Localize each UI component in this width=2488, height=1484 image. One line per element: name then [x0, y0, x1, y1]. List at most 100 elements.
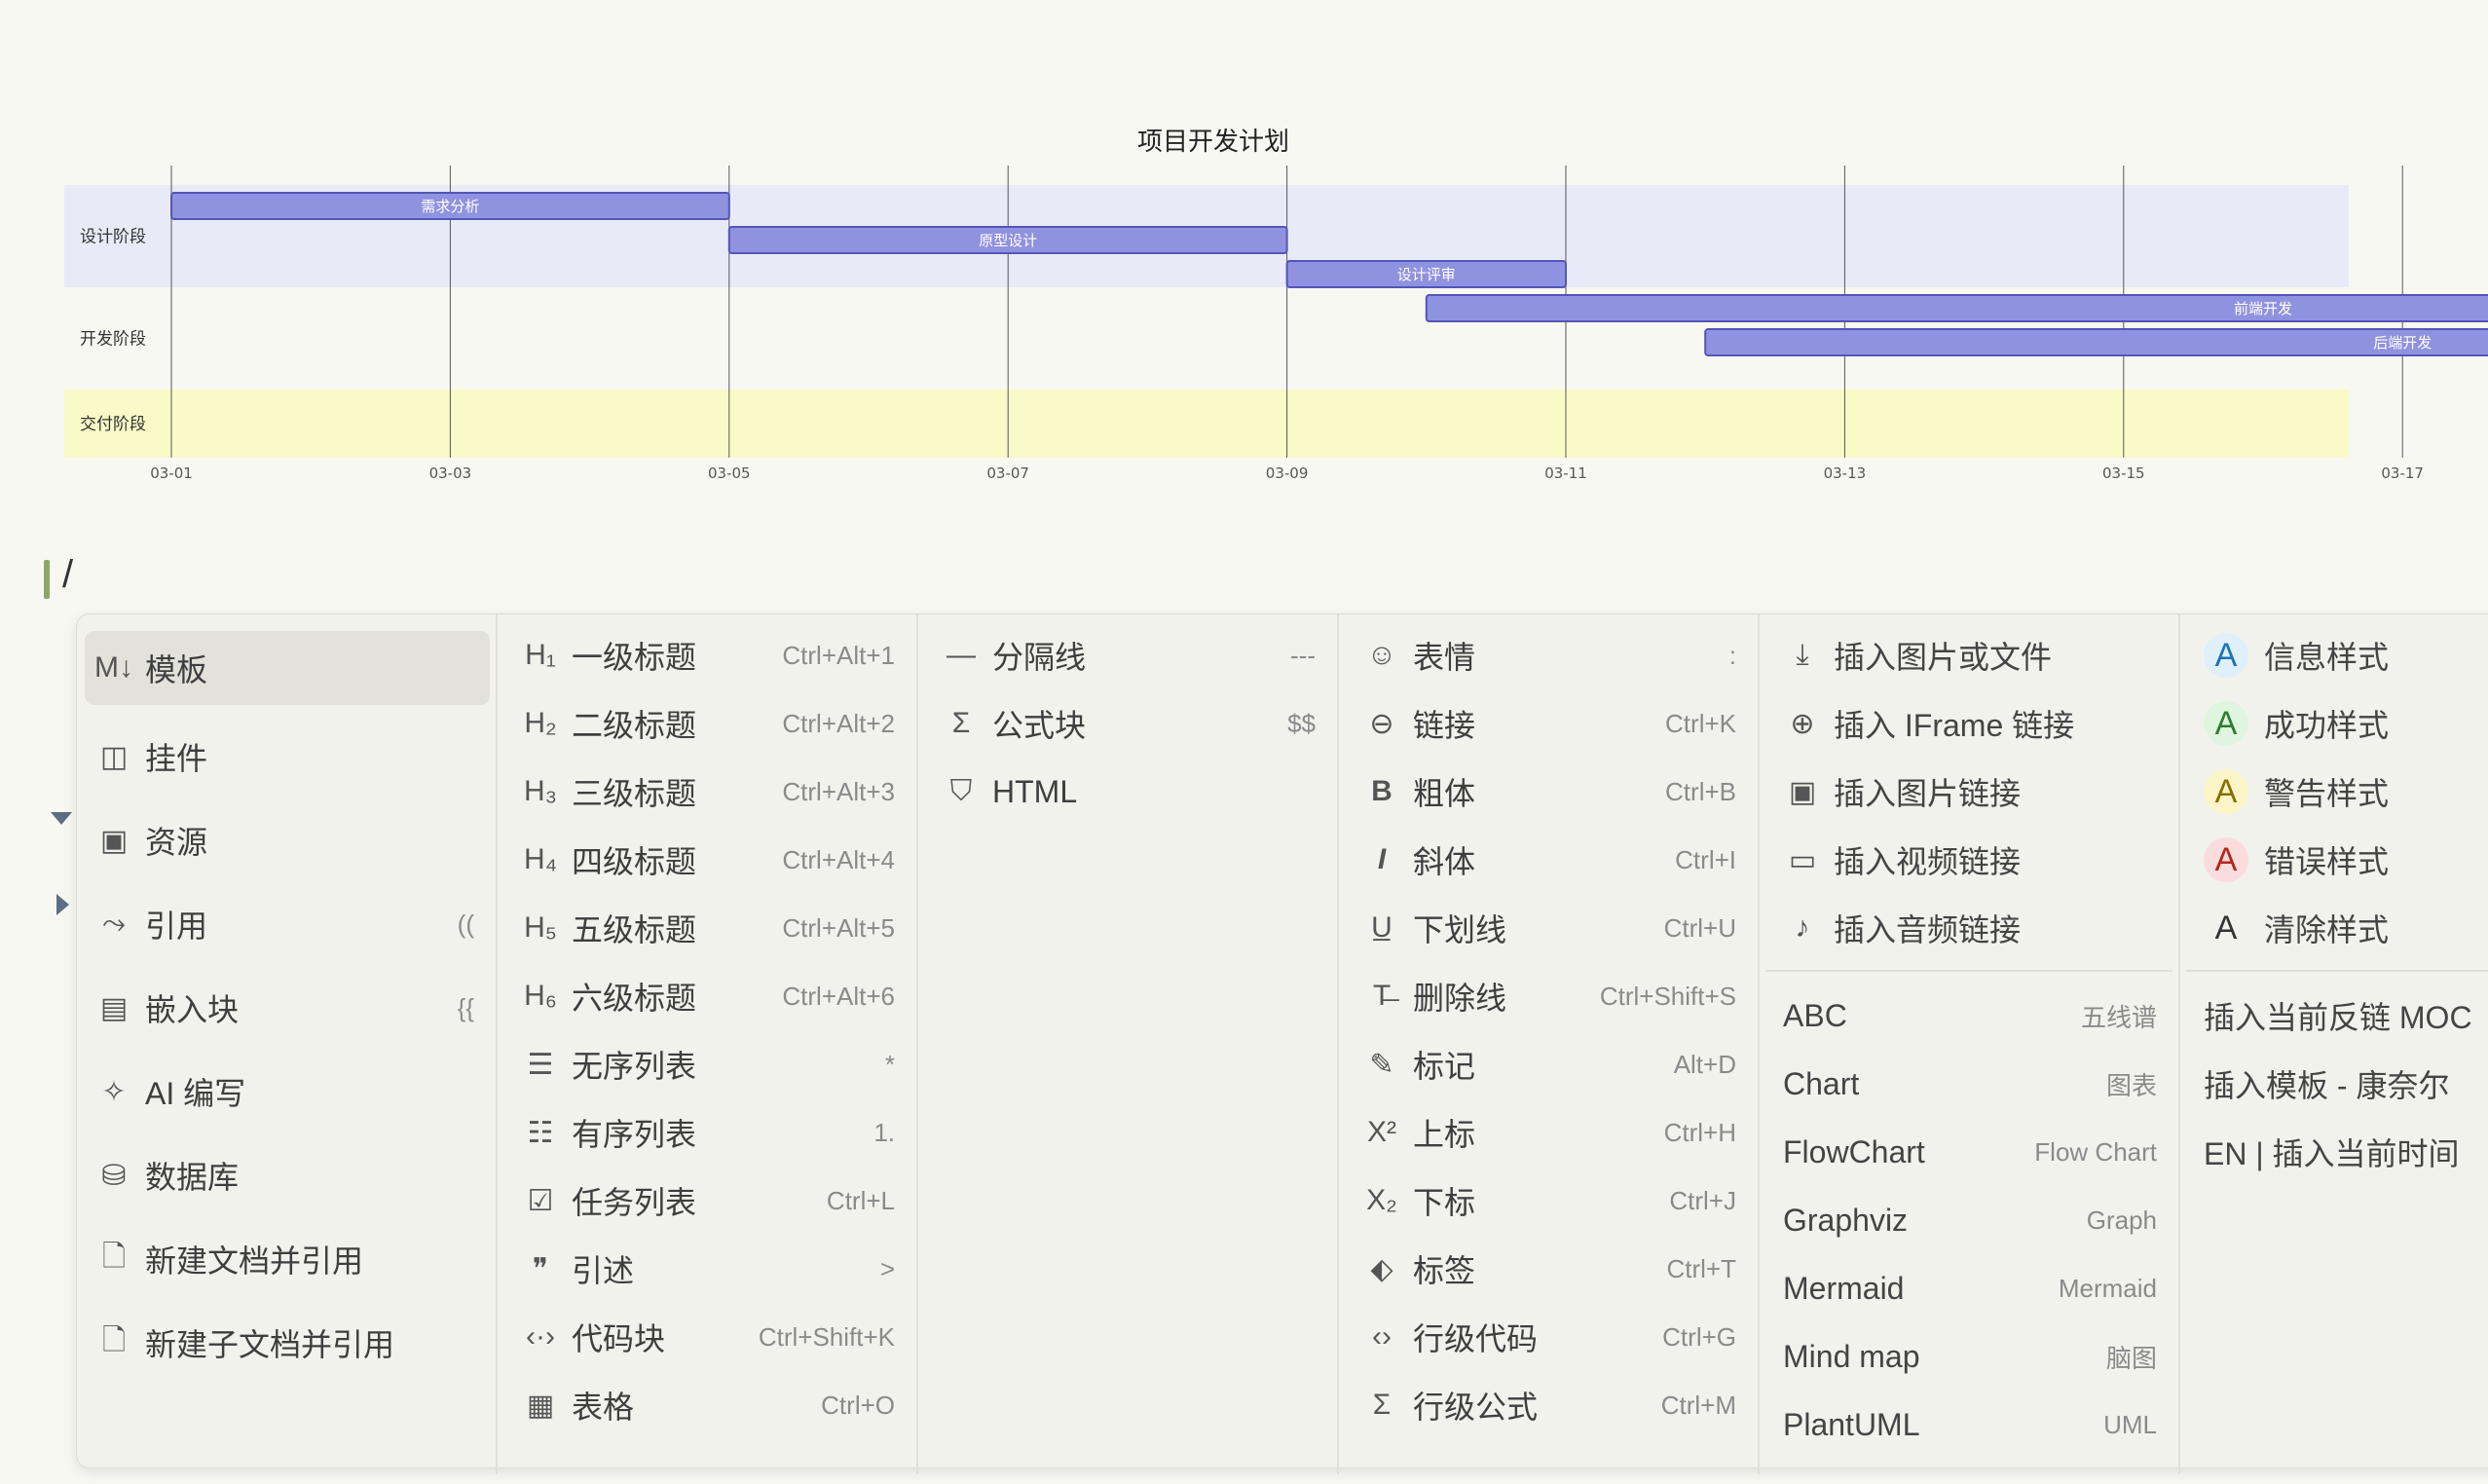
menu-item-error-style[interactable]: A 错误样式 [2180, 826, 2488, 894]
menu-item-label: 四级标题 [572, 844, 697, 879]
menu-item-diagram-1[interactable]: Chart 图表 [1760, 1050, 2178, 1118]
menu-item-label: 代码块 [572, 1321, 666, 1356]
menu-item-diagram-3[interactable]: Graphviz Graph [1760, 1186, 2178, 1254]
menu-item-subscript[interactable]: X₂ 下标 Ctrl+J [1339, 1167, 1758, 1235]
menu-item-table[interactable]: ▦ 表格 Ctrl+O [498, 1371, 916, 1439]
menu-item-bullet-list[interactable]: ☰ 无序列表 * [498, 1030, 916, 1098]
menu-item-html5[interactable]: ⛉ HTML [918, 758, 1337, 826]
menu-item-underline[interactable]: U̲ 下划线 Ctrl+U [1339, 894, 1758, 962]
menu-item-code[interactable]: ‹·› 代码块 Ctrl+Shift+K [498, 1303, 916, 1371]
menu-item-template-2[interactable]: EN | 插入当前时间 [2180, 1118, 2488, 1186]
h1-icon: H₁ [525, 639, 556, 671]
menu-item-label: 插入图片链接 [1834, 776, 2022, 811]
menu-item-emoji[interactable]: ☺ 表情: [1339, 621, 1758, 689]
menu-item-image[interactable]: ▣ 插入图片链接 [1760, 758, 2178, 826]
menu-item-inline-code[interactable]: ‹› 行级代码 Ctrl+G [1339, 1303, 1758, 1371]
menu-item-file[interactable]: 🗋 新建文档并引用 [77, 1217, 496, 1301]
menu-item-download[interactable]: ⤓ 插入图片或文件 [1760, 621, 2178, 689]
quote-icon: ❞ [532, 1252, 549, 1285]
menu-item-quote[interactable]: ❞ 引述 > [498, 1235, 916, 1303]
menu-item-label: 删除线 [1413, 981, 1507, 1016]
menu-item-h5[interactable]: H₅ 五级标题 Ctrl+Alt+5 [498, 894, 916, 962]
download-icon: ⤓ [1796, 639, 1809, 671]
menu-item-shortcut: Ctrl+O [821, 1390, 895, 1420]
menu-item-success-style[interactable]: A 成功样式 [2180, 689, 2488, 758]
gantt-task-label: 后端开发 [2373, 334, 2432, 352]
menu-item-h6[interactable]: H₆ 六级标题 Ctrl+Alt+6 [498, 962, 916, 1030]
menu-item-checkbox[interactable]: ☑ 任务列表 Ctrl+L [498, 1167, 916, 1235]
menu-item-info-style[interactable]: A 信息样式 [2180, 621, 2488, 689]
menu-item-label: 插入当前反链 MOC [2204, 1000, 2472, 1035]
mic-icon: ♪ [1795, 911, 1810, 944]
menu-item-sigma[interactable]: Σ 公式块 $$ [918, 689, 1337, 758]
menu-item-label: 分隔线 [992, 640, 1087, 675]
menu-item-link[interactable]: ⊖ 链接 Ctrl+K [1339, 689, 1758, 758]
menu-item-database[interactable]: ⛁ 数据库 [77, 1133, 496, 1217]
menu-item-diagram-4[interactable]: Mermaid Mermaid [1760, 1254, 2178, 1322]
collapse-arrow-icon[interactable] [51, 812, 72, 825]
menu-item-diagram-0[interactable]: ABC 五线谱 [1760, 982, 2178, 1050]
menu-item-superscript[interactable]: X² 上标 Ctrl+H [1339, 1098, 1758, 1167]
gantt-task-label: 前端开发 [2234, 300, 2292, 317]
h4-icon: H₄ [524, 843, 557, 875]
menu-item-diagram-2[interactable]: FlowChart Flow Chart [1760, 1118, 2178, 1186]
menu-item-label: 下划线 [1413, 912, 1507, 947]
gantt-task-bar [170, 192, 730, 220]
menu-item-label: 链接 [1413, 708, 1476, 743]
menu-item-bold[interactable]: B 粗体 Ctrl+B [1339, 758, 1758, 826]
menu-item-h3[interactable]: H₃ 三级标题 Ctrl+Alt+3 [498, 758, 916, 826]
menu-item-diagram-6[interactable]: PlantUML UML [1760, 1391, 2178, 1459]
gantt-task-label: 需求分析 [421, 198, 479, 215]
menu-item-diagram-5[interactable]: Mind map 脑图 [1760, 1322, 2178, 1391]
menu-item-file[interactable]: 🗋 新建子文档并引用 [77, 1301, 496, 1385]
menu-item-shortcut: 图表 [2105, 1070, 2157, 1100]
gantt-task-label: 原型设计 [979, 232, 1037, 249]
menu-item-h1[interactable]: H₁ 一级标题 Ctrl+Alt+1 [498, 621, 916, 689]
menu-divider [1765, 970, 2172, 972]
expand-arrow-icon[interactable] [56, 894, 69, 915]
clear-style-icon: A [2204, 906, 2248, 950]
menu-item-ref[interactable]: ⤳ 引用 (( [77, 882, 496, 966]
menu-item-sigma[interactable]: Σ 行级公式 Ctrl+M [1339, 1371, 1758, 1439]
menu-item-image[interactable]: ▣ 资源 [77, 798, 496, 882]
menu-item-strike[interactable]: T̶ 删除线 Ctrl+Shift+S [1339, 962, 1758, 1030]
menu-item-template-1[interactable]: 插入模板 - 康奈尔 [2180, 1050, 2488, 1118]
embed-icon: ▤ [99, 991, 129, 1024]
menu-item-tag[interactable]: ⬖ 标签 Ctrl+T [1339, 1235, 1758, 1303]
menu-item-template-0[interactable]: 插入当前反链 MOC [2180, 982, 2488, 1050]
menu-item-warning-style[interactable]: A 警告样式 [2180, 758, 2488, 826]
menu-item-label: 插入视频链接 [1834, 844, 2022, 879]
menu-item-highlighter[interactable]: ✎ 标记 Alt+D [1339, 1030, 1758, 1098]
bullet-list-icon: ☰ [527, 1048, 554, 1081]
menu-item-embed[interactable]: ▤ 嵌入块 {{ [77, 966, 496, 1050]
sigma-icon: Σ [1372, 1389, 1392, 1421]
menu-item-shortcut: Mermaid [2058, 1273, 2157, 1303]
menu-item-shortcut: Ctrl+G [1662, 1321, 1736, 1352]
menu-item-label: 上标 [1413, 1117, 1476, 1152]
menu-item-mic[interactable]: ♪ 插入音频链接 [1760, 894, 2178, 962]
italic-icon: I [1377, 843, 1387, 875]
menu-item-shortcut: 脑图 [2105, 1343, 2157, 1373]
menu-item-globe[interactable]: ⊕ 插入 IFrame 链接 [1760, 689, 2178, 758]
menu-item-widget[interactable]: ◫ 挂件 [77, 715, 496, 798]
warning-style-icon: A [2204, 769, 2248, 814]
menu-item-video[interactable]: ▭ 插入视频链接 [1760, 826, 2178, 894]
menu-item-label: HTML [992, 773, 1078, 809]
database-icon: ⛁ [101, 1159, 127, 1192]
menu-item-ordered-list[interactable]: ☷ 有序列表 1. [498, 1098, 916, 1167]
menu-item-label: 新建子文档并引用 [145, 1327, 395, 1362]
menu-item-label: 资源 [145, 825, 208, 860]
gantt-tick-label: 03-15 [2102, 464, 2145, 482]
menu-item-markdown[interactable]: M↓ 模板 [85, 631, 490, 705]
menu-item-clear-style[interactable]: A 清除样式 [2180, 894, 2488, 962]
menu-item-shortcut: Ctrl+U [1663, 912, 1736, 943]
menu-item-shortcut: Ctrl+I [1675, 844, 1736, 874]
menu-item-h4[interactable]: H₄ 四级标题 Ctrl+Alt+4 [498, 826, 916, 894]
h2-icon: H₂ [524, 707, 557, 739]
menu-item-h2[interactable]: H₂ 二级标题 Ctrl+Alt+2 [498, 689, 916, 758]
menu-item-hr[interactable]: — 分隔线 --- [918, 621, 1337, 689]
checkbox-icon: ☑ [527, 1184, 554, 1217]
menu-item-italic[interactable]: I 斜体 Ctrl+I [1339, 826, 1758, 894]
menu-item-sparkle[interactable]: ✧ AI 编写 [77, 1050, 496, 1133]
